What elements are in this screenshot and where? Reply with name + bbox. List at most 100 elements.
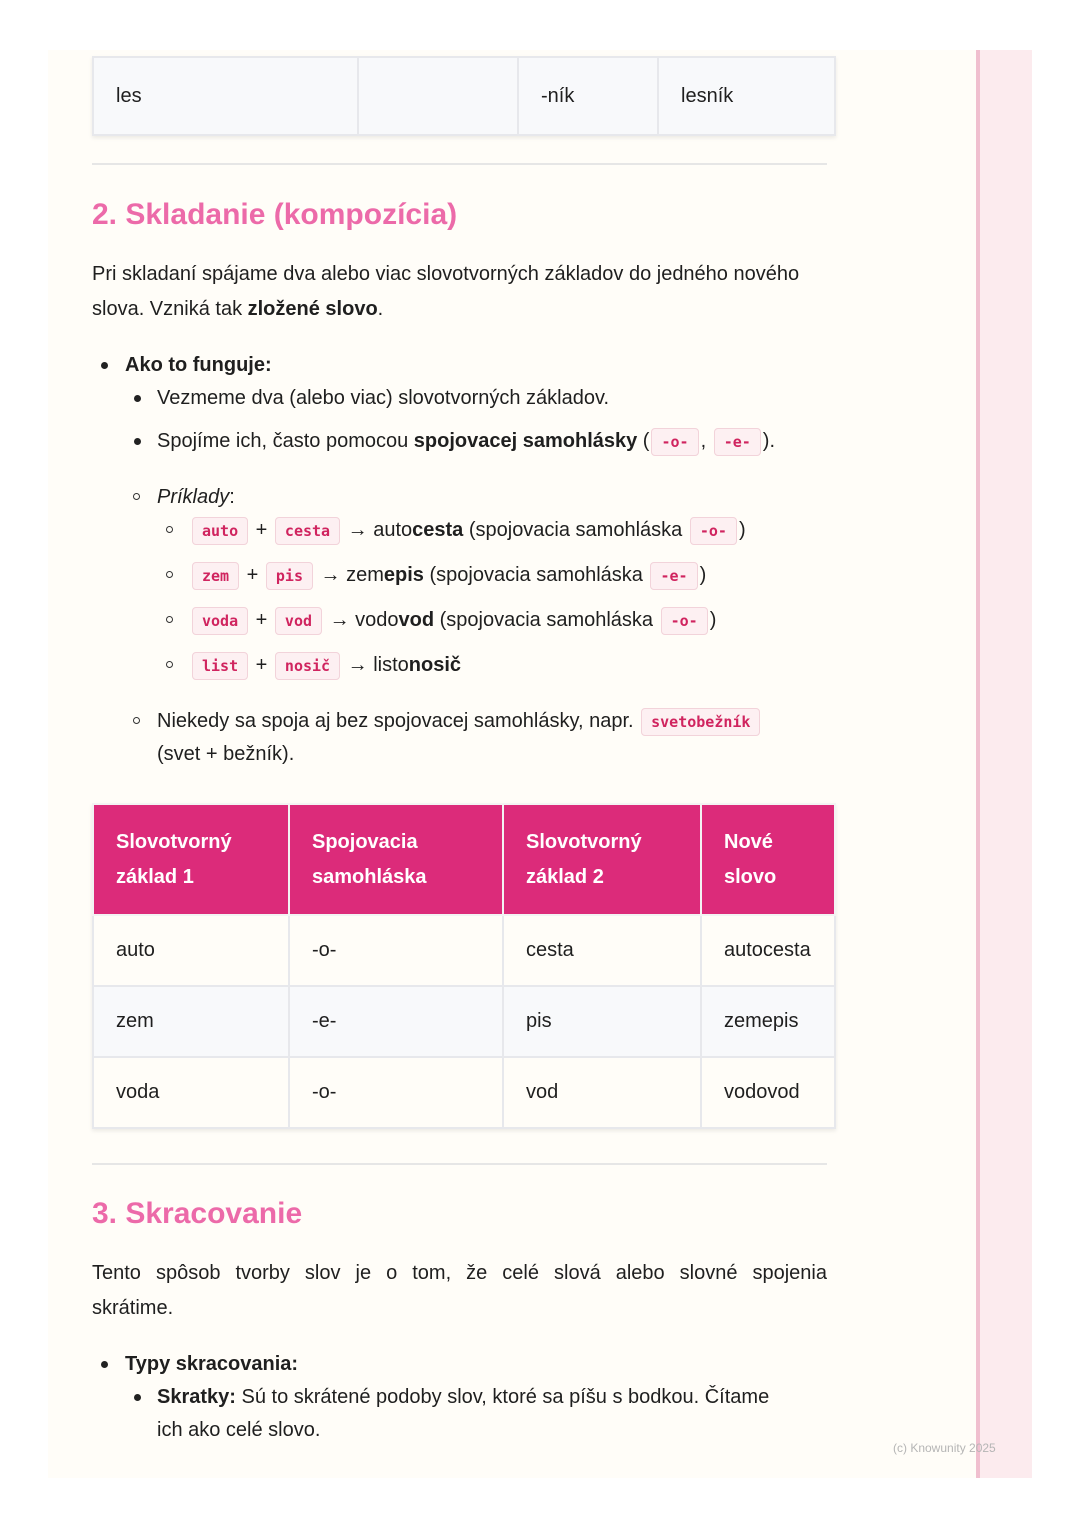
- inline-code: zem: [192, 562, 240, 590]
- table-cell: vodovod: [700, 1056, 836, 1129]
- text: +: [241, 564, 264, 586]
- paragraph-line: skrátime.: [92, 1291, 173, 1325]
- bullet-icon: [166, 661, 173, 668]
- section-heading: 3. Skracovanie: [92, 1197, 303, 1230]
- example-item: auto + cesta → autocesta (spojovacia sam…: [190, 513, 746, 548]
- table-header: Slovotvorný základ 2: [502, 803, 702, 916]
- table-cell: auto: [92, 914, 290, 987]
- inline-code: -o-: [651, 428, 699, 456]
- text: ): [738, 519, 746, 541]
- table-cell: zemepis: [700, 985, 836, 1058]
- table-cell: -ník: [517, 56, 659, 136]
- bullet-icon: [166, 526, 173, 533]
- table-header-row: Slovotvorný základ 1 Spojovacia samohláska…: [92, 803, 836, 916]
- divider: [92, 1163, 827, 1165]
- table-row: auto -o-cesta autocesta: [92, 914, 836, 987]
- table-cell: zem: [92, 985, 290, 1058]
- example-item: zem + pis → zemepis (spojovacia samohlás…: [190, 558, 706, 593]
- text: (: [637, 430, 650, 452]
- text: ): [709, 609, 717, 631]
- text: ,: [700, 430, 712, 452]
- paragraph-line: slova. Vzniká tak zložené slovo.: [92, 292, 383, 326]
- page: [48, 50, 1032, 1478]
- bullet-icon: [133, 717, 140, 724]
- list-item: ich ako celé slovo.: [157, 1413, 320, 1447]
- list-item: Niekedy sa spoja aj bez spojovacej samoh…: [157, 704, 762, 739]
- text: → vodo: [324, 609, 399, 631]
- text: skrátime.: [92, 1297, 174, 1319]
- bold-text: spojovacej samohlásky: [413, 430, 638, 452]
- text: ).: [762, 430, 775, 452]
- list-item: Príklady:: [157, 480, 235, 514]
- table-row: voda -o-vod vodovod: [92, 1056, 836, 1129]
- bullet-icon: [101, 1361, 108, 1368]
- list-item: Skratky: Sú to skrátené podoby slov, kto…: [157, 1380, 769, 1414]
- copyright-footer: (c) Knowunity 2025: [893, 1441, 996, 1455]
- margin-strip: [976, 50, 1032, 1478]
- text: → zem: [314, 564, 384, 586]
- table-cell: [357, 56, 519, 136]
- table-cell: lesník: [657, 56, 836, 136]
- table-cell: voda: [92, 1056, 290, 1129]
- text: (svet + bežník).: [157, 743, 295, 765]
- list-item: Ako to funguje:: [125, 348, 272, 382]
- derivation-table-fragment: les -ník lesník: [92, 56, 836, 136]
- table-cell: -o-: [288, 914, 504, 987]
- bold-text: nosič: [408, 654, 462, 676]
- text: → auto: [342, 519, 413, 541]
- inline-code: pis: [265, 562, 313, 590]
- bold-text: Ako to funguje:: [125, 354, 272, 376]
- table-cell: -e-: [288, 985, 504, 1058]
- list-item: (svet + bežník).: [157, 737, 294, 771]
- text: (spojovacia samohláska: [423, 564, 649, 586]
- text: :: [229, 486, 235, 508]
- text: ): [699, 564, 707, 586]
- table-cell: vod: [502, 1056, 702, 1129]
- inline-code: -e-: [650, 562, 698, 590]
- text: .: [377, 298, 384, 320]
- table-cell: -o-: [288, 1056, 504, 1129]
- inline-code: voda: [192, 607, 249, 635]
- list-item: Vezmeme dva (alebo viac) slovotvorných z…: [157, 381, 609, 415]
- table-header: Nové slovo: [700, 803, 836, 916]
- text: Sú to skrátené podoby slov, ktoré sa píš…: [235, 1386, 770, 1408]
- divider: [92, 163, 827, 165]
- text: (spojovacia samohláska: [434, 609, 659, 631]
- bold-text: Skratky:: [157, 1386, 236, 1408]
- bullet-icon: [133, 493, 140, 500]
- inline-code: cesta: [274, 517, 341, 545]
- table-cell: cesta: [502, 914, 702, 987]
- example-item: list + nosič → listonosič: [190, 648, 461, 683]
- text: Tento spôsob tvorby slov je o tom, že ce…: [92, 1262, 827, 1284]
- section-heading: 2. Skladanie (kompozícia): [92, 198, 458, 231]
- text: Pri skladaní spájame dva alebo viac slov…: [92, 263, 800, 285]
- bold-text: epis: [383, 564, 424, 586]
- inline-code: list: [192, 652, 249, 680]
- table-header: Slovotvorný základ 1: [92, 803, 290, 916]
- inline-code: auto: [192, 517, 249, 545]
- paragraph-line: Pri skladaní spájame dva alebo viac slov…: [92, 257, 799, 291]
- inline-code: -o-: [660, 607, 708, 635]
- text: Niekedy sa spoja aj bez spojovacej samoh…: [157, 710, 640, 732]
- text: (spojovacia samohláska: [463, 519, 688, 541]
- inline-code: nosič: [274, 652, 341, 680]
- bullet-icon: [134, 438, 141, 445]
- inline-code: vod: [274, 607, 323, 635]
- text: Príklady: [157, 486, 230, 508]
- list-item: Typy skracovania:: [125, 1347, 298, 1381]
- text: → listo: [342, 654, 409, 676]
- example-item: voda + vod → vodovod (spojovacia samohlá…: [190, 603, 716, 638]
- text: ich ako celé slovo.: [157, 1419, 321, 1441]
- inline-code: svetobežník: [641, 708, 761, 736]
- bullet-icon: [134, 1394, 141, 1401]
- bullet-icon: [101, 362, 108, 369]
- table-row: les -ník lesník: [92, 56, 836, 136]
- table-cell: pis: [502, 985, 702, 1058]
- bold-text: Typy skracovania:: [125, 1353, 299, 1375]
- text: +: [250, 609, 273, 631]
- text: +: [250, 654, 273, 676]
- bold-text: vod: [398, 609, 435, 631]
- table-header: Spojovacia samohláska: [288, 803, 504, 916]
- table-cell: les: [92, 56, 359, 136]
- text: Spojíme ich, často pomocou: [157, 430, 414, 452]
